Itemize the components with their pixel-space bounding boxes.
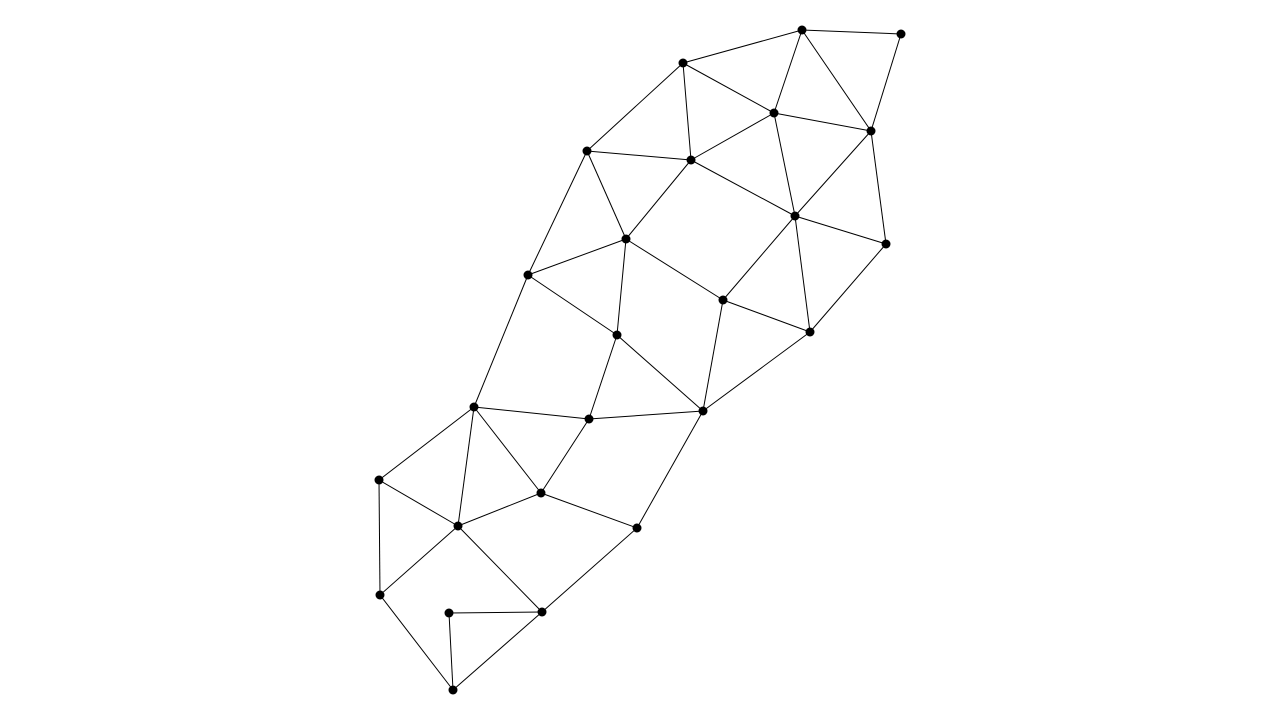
graph-node: [584, 414, 594, 424]
graph-node: [866, 126, 876, 136]
graph-edge: [794, 215, 887, 245]
graph-edge: [682, 62, 775, 114]
graph-edge: [586, 150, 692, 161]
graph-edge: [473, 274, 529, 408]
graph-edge: [379, 594, 454, 691]
graph-edge: [473, 406, 542, 494]
graph-edge: [702, 299, 724, 412]
graph-edge: [448, 612, 454, 691]
graph-edge: [541, 527, 638, 613]
graph-node: [469, 402, 479, 412]
graph-edge: [588, 410, 704, 420]
edge-layer: [378, 29, 902, 691]
graph-node: [582, 146, 592, 156]
graph-edge: [527, 274, 618, 336]
graph-node: [453, 521, 463, 531]
graph-edge: [586, 62, 684, 152]
graph-edge: [378, 479, 459, 527]
graph-node: [375, 590, 385, 600]
graph-edge: [690, 112, 775, 161]
graph-node: [523, 270, 533, 280]
graph-edge: [794, 215, 811, 333]
graph-edge: [794, 130, 872, 217]
graph-edge: [801, 29, 902, 35]
graph-node: [698, 406, 708, 416]
graph-node: [718, 295, 728, 305]
graph-edge: [527, 238, 627, 276]
graph-edge: [870, 130, 887, 245]
graph-node: [621, 234, 631, 244]
graph-edge: [379, 525, 459, 596]
graph-edge: [870, 33, 902, 132]
graph-edge: [690, 159, 796, 217]
graph-node: [448, 685, 458, 695]
graph-edge: [378, 406, 475, 481]
graph-edge: [457, 525, 543, 613]
graph-edge: [809, 243, 887, 333]
graph-node: [537, 607, 547, 617]
graph-edge: [448, 611, 543, 614]
graph-edge: [588, 334, 618, 420]
graph-edge: [540, 492, 638, 529]
graph-node: [896, 29, 906, 39]
graph-edge: [636, 410, 704, 529]
graph-edge: [616, 238, 627, 336]
graph-edge: [616, 334, 704, 412]
graph-edge: [773, 112, 796, 217]
graph-edge: [702, 331, 811, 412]
graph-edge: [682, 62, 692, 161]
graph-edge: [682, 29, 803, 64]
graph-node: [612, 330, 622, 340]
graph-edge: [625, 159, 692, 240]
graph-node: [769, 108, 779, 118]
graph-node: [790, 211, 800, 221]
graph-edge: [378, 479, 381, 596]
graph-node: [805, 327, 815, 337]
graph-node: [797, 25, 807, 35]
graph-node: [678, 58, 688, 68]
graph-edge: [801, 29, 872, 132]
graph-edge: [473, 406, 590, 420]
graph-node: [374, 475, 384, 485]
graph-node: [536, 488, 546, 498]
graph-edge: [452, 611, 543, 691]
graph-node: [444, 608, 454, 618]
graph-edge: [457, 406, 475, 527]
graph-edge: [586, 150, 627, 240]
graph-node: [686, 155, 696, 165]
graph-edge: [722, 215, 796, 301]
graph-edge: [540, 418, 590, 494]
graph-node: [632, 523, 642, 533]
graph-edge: [773, 112, 872, 132]
graph-edge: [527, 150, 588, 276]
graph-edge: [625, 238, 724, 301]
node-layer: [374, 25, 906, 695]
graph-edge: [722, 299, 811, 333]
graph-node: [881, 239, 891, 249]
graph-edge: [773, 29, 803, 114]
graph-edge: [457, 492, 542, 527]
